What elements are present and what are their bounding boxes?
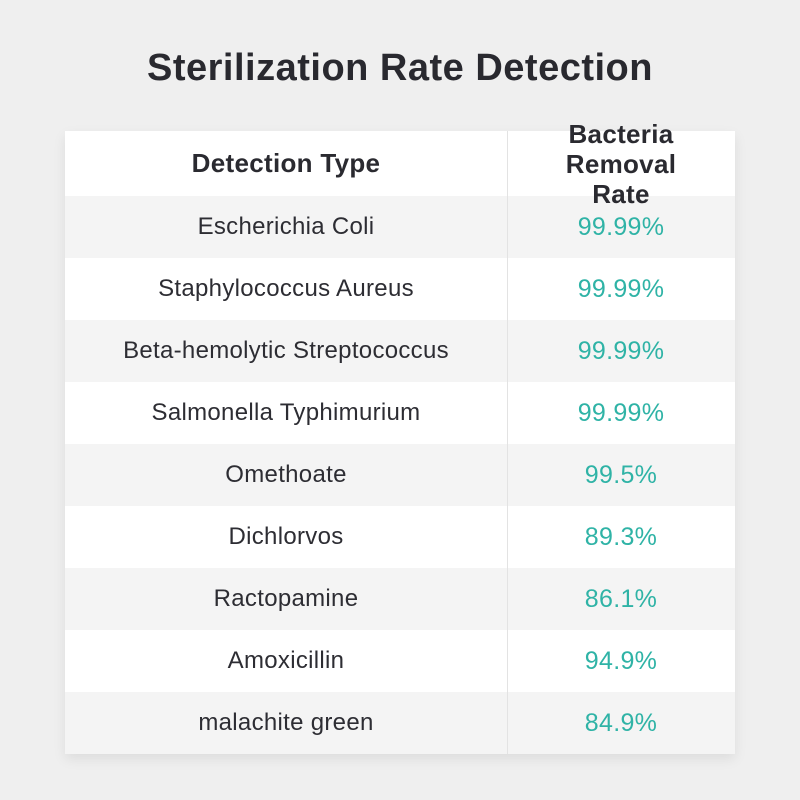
- table-row: Dichlorvos 89.3%: [65, 506, 735, 568]
- detection-type-cell: malachite green: [198, 709, 374, 736]
- table-row: Omethoate 99.5%: [65, 444, 735, 506]
- removal-rate-cell: 89.3%: [584, 522, 658, 551]
- detection-type-cell: Amoxicillin: [227, 647, 345, 674]
- removal-rate-cell: 84.9%: [584, 708, 658, 737]
- table-row: Amoxicillin 94.9%: [65, 630, 735, 692]
- table-row: Ractopamine 86.1%: [65, 568, 735, 630]
- removal-rate-cell: 99.99%: [577, 212, 665, 241]
- sterilization-rate-table: Detection Type Bacteria Removal Rate Esc…: [65, 119, 735, 754]
- detection-type-cell: Beta-hemolytic Streptococcus: [123, 337, 449, 364]
- detection-type-cell: Staphylococcus Aureus: [158, 275, 414, 302]
- removal-rate-cell: 99.99%: [577, 274, 665, 303]
- table-row: Staphylococcus Aureus 99.99%: [65, 258, 735, 320]
- removal-rate-header-label: Bacteria Removal Rate: [565, 118, 677, 209]
- detection-type-header: Detection Type: [191, 148, 381, 178]
- table-header-row: Detection Type Bacteria Removal Rate: [65, 119, 735, 209]
- detection-type-cell: Salmonella Typhimurium: [151, 399, 421, 426]
- detection-type-cell: Dichlorvos: [228, 523, 344, 550]
- detection-type-cell: Omethoate: [225, 461, 347, 488]
- table-row: Beta-hemolytic Streptococcus 99.99%: [65, 320, 735, 382]
- removal-rate-cell: 86.1%: [584, 584, 658, 613]
- page-title: Sterilization Rate Detection: [147, 47, 653, 89]
- table-row: Salmonella Typhimurium 99.99%: [65, 382, 735, 444]
- removal-rate-cell: 99.99%: [577, 398, 665, 427]
- table-row: Escherichia Coli 99.99%: [65, 196, 735, 258]
- table-row: malachite green 84.9%: [65, 692, 735, 754]
- detection-type-cell: Ractopamine: [213, 585, 359, 612]
- removal-rate-cell: 99.99%: [577, 336, 665, 365]
- detection-type-cell: Escherichia Coli: [197, 213, 375, 240]
- removal-rate-header: Bacteria Removal Rate: [507, 119, 735, 209]
- removal-rate-cell: 99.5%: [584, 460, 658, 489]
- removal-rate-cell: 94.9%: [584, 646, 658, 675]
